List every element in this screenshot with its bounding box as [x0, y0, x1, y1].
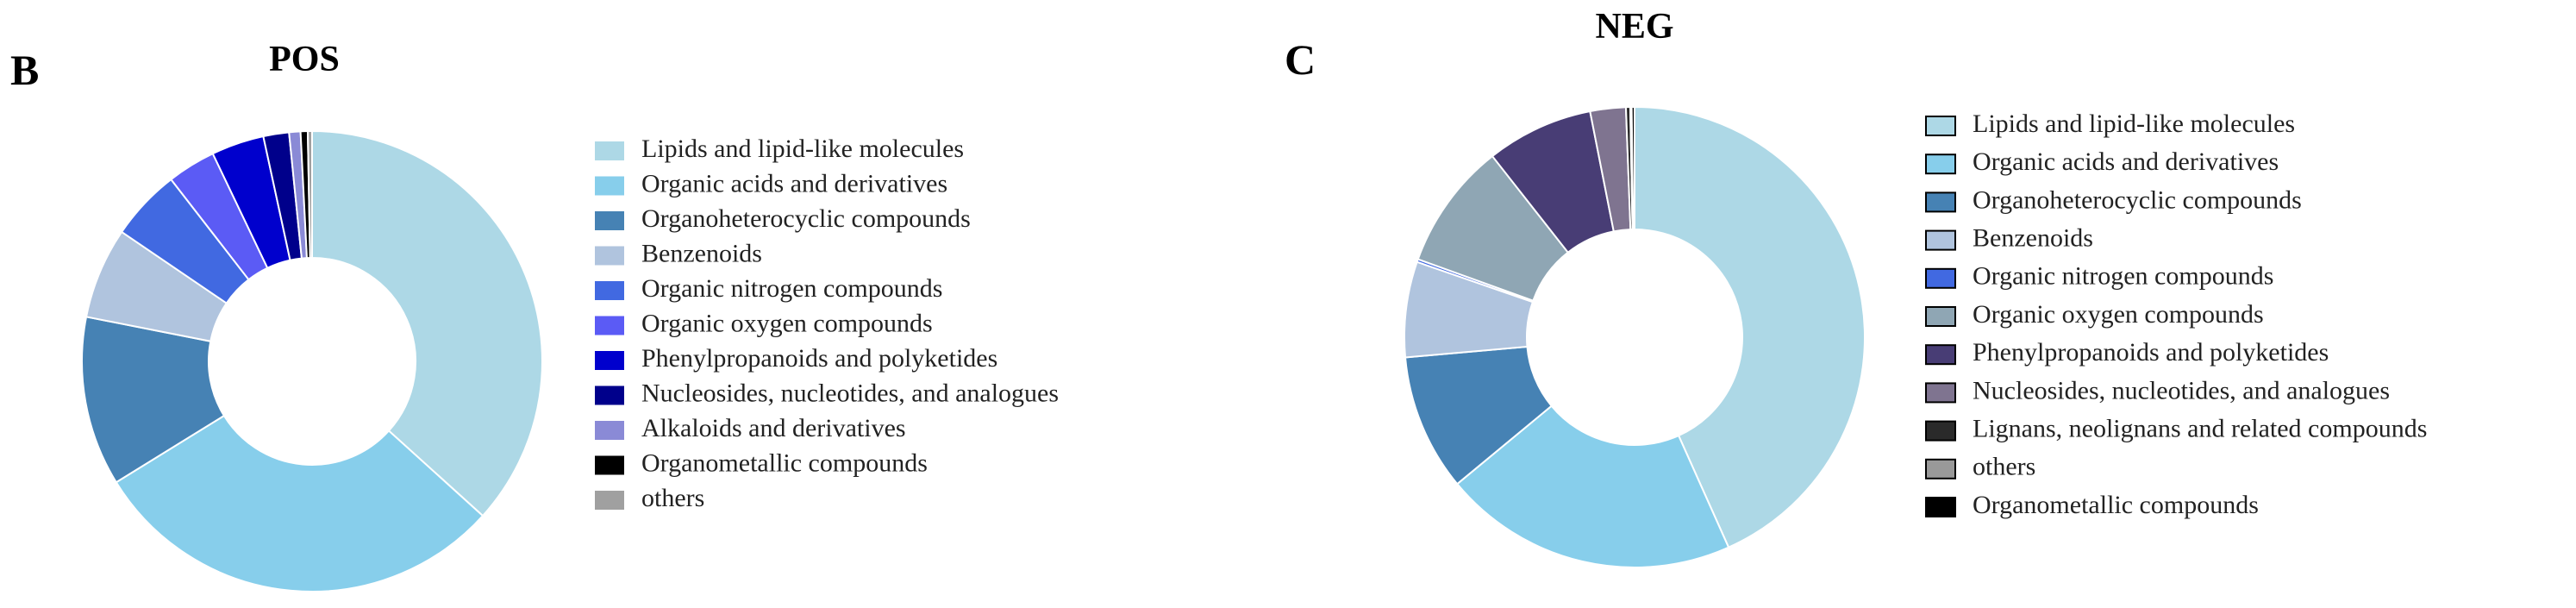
legend-label: Phenylpropanoids and polyketides: [1973, 338, 2329, 367]
legend-swatch: [595, 246, 624, 266]
legend-label: Lipids and lipid-like molecules: [641, 135, 964, 163]
legend-swatch: [1925, 306, 1956, 327]
legend-label: Organic acids and derivatives: [641, 169, 947, 197]
legend-label: Organoheterocyclic compounds: [1973, 185, 2302, 214]
legend-label: others: [641, 484, 704, 512]
legend-swatch: [1925, 344, 1956, 366]
donut-segment: [1455, 404, 1730, 568]
legend-label: Nucleosides, nucleotides, and analogues: [1973, 376, 2390, 404]
legend-label: Phenylpropanoids and polyketides: [641, 344, 997, 373]
legend-swatch: [1925, 382, 1956, 404]
legend-label: Nucleosides, nucleotides, and analogues: [641, 379, 1059, 407]
legend-label: Organometallic compounds: [641, 448, 928, 477]
legend-swatch: [595, 316, 624, 335]
legend-swatch: [1925, 116, 1956, 136]
legend-swatch: [595, 455, 624, 475]
chart-title: NEG: [1595, 7, 1673, 47]
legend-swatch: [1925, 154, 1956, 175]
legend-swatch: [595, 176, 624, 196]
legend-label: Organic oxygen compounds: [1973, 300, 2264, 329]
donut-segment: [1630, 105, 1635, 231]
legend-swatch: [1925, 420, 1956, 442]
legend-label: Organic nitrogen compounds: [641, 274, 942, 303]
donut-segment: [306, 129, 313, 260]
panel-label: C: [1285, 35, 1316, 84]
legend-label: Benzenoids: [641, 239, 762, 267]
panel-label: B: [10, 46, 39, 94]
legend-label: Alkaloids and derivatives: [641, 414, 906, 442]
legend-label: Organoheterocyclic compounds: [641, 204, 971, 233]
legend-label: Lignans, neolignans and related compound…: [1973, 414, 2427, 442]
legend-swatch: [1925, 458, 1956, 480]
legend-swatch: [1925, 191, 1956, 213]
legend-swatch: [595, 351, 624, 370]
legend-swatch: [595, 421, 624, 440]
legend-swatch: [595, 281, 624, 300]
legend-label: Organic acids and derivatives: [1973, 147, 2279, 176]
chart-title: POS: [269, 40, 340, 79]
legend-label: Benzenoids: [1973, 223, 2093, 252]
donut-segment: [311, 129, 543, 517]
legend-label: Organic oxygen compounds: [641, 309, 933, 337]
legend-swatch: [595, 385, 624, 405]
legend-label: Lipids and lipid-like molecules: [1973, 110, 2295, 138]
legend-swatch: [595, 211, 624, 230]
legend-swatch: [1925, 497, 1956, 517]
legend-label: others: [1973, 453, 2035, 481]
legend-label: Organic nitrogen compounds: [1973, 262, 2273, 291]
legend-swatch: [595, 491, 624, 510]
legend-swatch: [1925, 267, 1956, 289]
legend-label: Organometallic compounds: [1973, 491, 2259, 519]
donut-segment: [81, 316, 226, 484]
donut-segment: [1634, 105, 1866, 549]
legend-swatch: [1925, 229, 1956, 251]
donut-segment: [115, 414, 485, 592]
legend-swatch: [595, 141, 624, 160]
